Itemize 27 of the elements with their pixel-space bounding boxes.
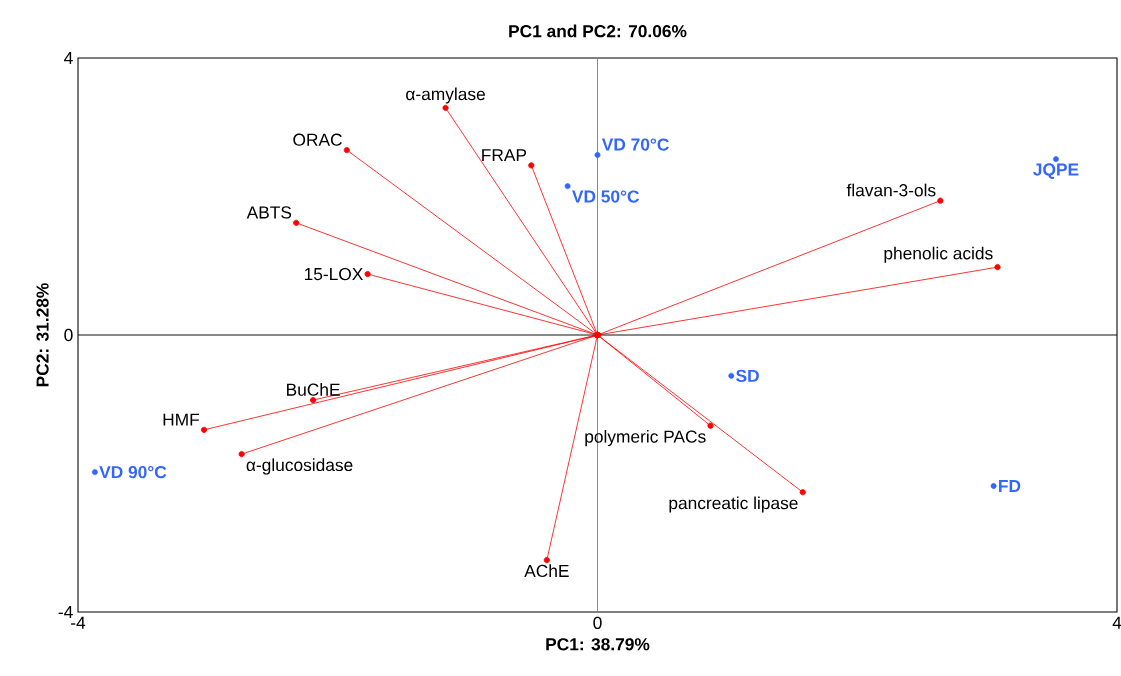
annotation: flavan-3-ols <box>846 183 936 197</box>
annotation: phenolic acids <box>884 246 993 263</box>
annotation: polymeric PACs <box>585 429 706 447</box>
annotation: FRAP <box>482 149 527 162</box>
annotation: α-glucosidase <box>246 458 353 475</box>
annotation: AChE <box>524 564 569 578</box>
annotation: α-amylase <box>406 87 485 104</box>
y-tick-label: 4 <box>64 52 73 64</box>
annotation: VD 70°C <box>601 138 669 151</box>
y-tick-label: 0 <box>64 328 73 342</box>
annotation: SD <box>736 369 759 382</box>
y-tick-label: -4 <box>58 606 73 618</box>
annotation: JQPE <box>1033 163 1079 179</box>
chart-title: PC1 and PC2: 70.06% <box>509 24 687 38</box>
annotation: pancreatic lipase <box>669 496 798 513</box>
x-tick-label: 0 <box>593 616 602 629</box>
annotation: ABTS <box>246 206 292 219</box>
x-axis-title: PC1: 38.79% <box>546 638 650 651</box>
annotation: VD 50°C <box>572 190 640 203</box>
annotation: VD 90°C <box>99 465 167 479</box>
x-tick-label: 4 <box>1112 616 1121 629</box>
annotation: BuChE <box>287 383 340 396</box>
annotation: FD <box>999 480 1021 492</box>
annotation: ORAC <box>293 133 342 146</box>
annotation: HMF <box>163 413 200 426</box>
y-axis-title: PC2: 31.28% <box>36 283 49 387</box>
annotation: 15-LOX <box>304 267 363 281</box>
